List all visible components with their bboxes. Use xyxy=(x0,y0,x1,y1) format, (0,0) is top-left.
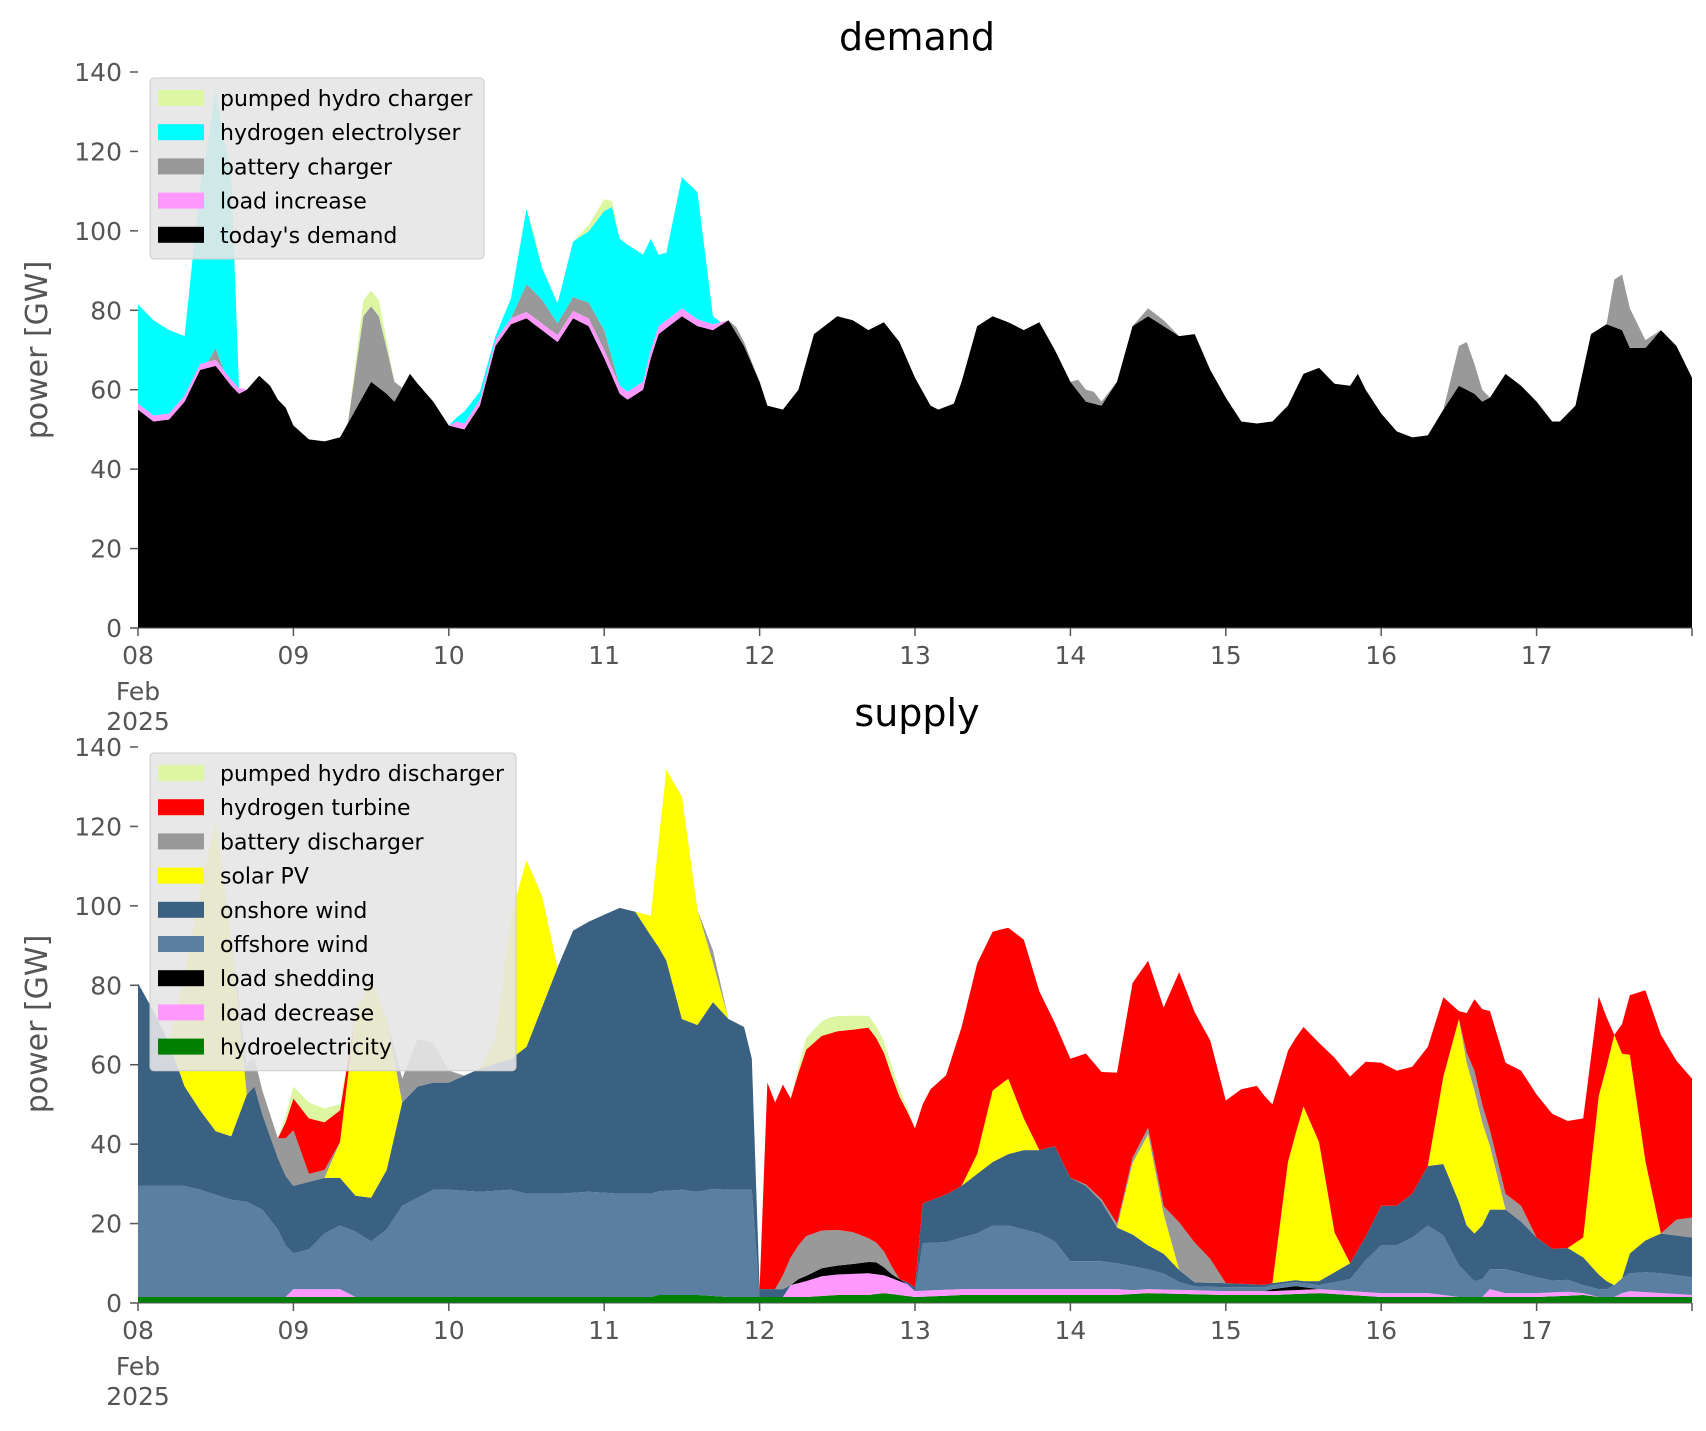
x-tick-label: 14 xyxy=(1054,641,1086,670)
y-tick-label: 100 xyxy=(74,217,122,246)
legend-swatch-hydrogen-turbine xyxy=(158,799,204,816)
legend-swatch-hydrogen-electrolyser xyxy=(158,124,204,141)
supply-legend: pumped hydro discharger hydrogen turbine b… xyxy=(149,752,517,1072)
supply-title: supply xyxy=(854,691,979,735)
y-tick-label: 0 xyxy=(106,614,122,643)
x-tick-label: 16 xyxy=(1365,1316,1397,1345)
legend-label-offshore-wind: offshore wind xyxy=(220,933,369,958)
legend-label-hydrogen-electrolyser: hydrogen electrolyser xyxy=(220,121,461,146)
demand-areas xyxy=(138,89,1692,628)
x-tick-label: 08 xyxy=(122,1316,154,1345)
area-solar-pv xyxy=(138,769,1692,1290)
legend-label-battery-charger: battery charger xyxy=(220,155,393,180)
demand-legend: pumped hydro charger hydrogen electrolyse… xyxy=(149,77,485,260)
x-tick-label: 17 xyxy=(1521,641,1553,670)
x-tick-label: 13 xyxy=(899,1316,931,1345)
x-tick-label: 09 xyxy=(277,1316,309,1345)
demand-y-axis-label: power [GW] xyxy=(20,261,55,440)
legend-swatch-battery-charger xyxy=(158,158,204,175)
legend-swatch-load-increase xyxy=(158,192,204,209)
x-tick-label: 12 xyxy=(744,1316,776,1345)
legend-swatch-hydroelectricity xyxy=(158,1038,204,1055)
supply-areas xyxy=(138,769,1692,1303)
supply-chart: supply power [GW] 0 20 40 60 80 100 120 140 08 Fe… xyxy=(20,691,1693,1411)
legend-swatch-load-decrease xyxy=(158,1004,204,1021)
legend-label-hydrogen-turbine: hydrogen turbine xyxy=(220,796,411,821)
x-tick-sublabel: Feb xyxy=(116,1352,160,1381)
legend-swatch-offshore-wind xyxy=(158,936,204,952)
y-tick-label: 60 xyxy=(90,376,122,405)
legend-swatch-pumped-hydro-discharger xyxy=(158,765,204,781)
x-tick-label: 15 xyxy=(1210,1316,1242,1345)
legend-box xyxy=(149,77,485,260)
x-tick-label: 17 xyxy=(1521,1316,1553,1345)
legend-label-pumped-hydro-discharger: pumped hydro discharger xyxy=(220,762,505,787)
x-tick-label: 15 xyxy=(1210,641,1242,670)
y-tick-label: 60 xyxy=(90,1051,122,1080)
legend-swatch-onshore-wind xyxy=(158,901,204,918)
x-tick-label: 14 xyxy=(1054,1316,1086,1345)
legend-label-solar-pv: solar PV xyxy=(220,865,309,890)
legend-box xyxy=(149,752,517,1072)
area-offshore-wind xyxy=(138,1185,1692,1298)
y-tick-label: 80 xyxy=(90,971,122,1000)
y-tick-label: 40 xyxy=(90,1130,122,1159)
y-tick-label: 20 xyxy=(90,1210,122,1239)
area-hydrogen-turbine xyxy=(138,769,1692,1290)
y-tick-label: 140 xyxy=(74,733,122,762)
x-tick-sublabel: Feb xyxy=(116,677,160,706)
y-tick-label: 40 xyxy=(90,455,122,484)
legend-label-battery-discharger: battery discharger xyxy=(220,830,425,855)
y-tick-label: 100 xyxy=(74,892,122,921)
y-tick-label: 0 xyxy=(106,1289,122,1318)
area-today-s-demand xyxy=(138,316,1692,628)
x-tick-label: 09 xyxy=(277,641,309,670)
legend-label-today-s-demand: today's demand xyxy=(220,224,397,249)
legend-label-hydroelectricity: hydroelectricity xyxy=(220,1036,392,1061)
legend-swatch-solar-pv xyxy=(158,867,204,884)
legend-label-load-increase: load increase xyxy=(220,190,367,215)
area-load-shedding xyxy=(138,1261,1692,1298)
x-tick-label: 10 xyxy=(433,1316,465,1345)
x-tick-label: 16 xyxy=(1365,641,1397,670)
y-tick-label: 120 xyxy=(74,137,122,166)
legend-label-pumped-hydro-charger: pumped hydro charger xyxy=(220,87,473,112)
y-tick-label: 140 xyxy=(74,58,122,87)
y-tick-label: 120 xyxy=(74,812,122,841)
legend-label-load-shedding: load shedding xyxy=(220,967,375,992)
x-tick-label: 10 xyxy=(433,641,465,670)
legend-swatch-battery-discharger xyxy=(158,833,204,850)
x-tick-sublabel: 2025 xyxy=(106,707,170,736)
x-tick-label: 08 xyxy=(122,641,154,670)
legend-swatch-today-s-demand xyxy=(158,226,204,243)
supply-y-axis-label: power [GW] xyxy=(20,935,55,1114)
demand-chart: demand power [GW] 0 20 40 60 80 100 120 140 08 Fe… xyxy=(20,15,1693,736)
y-tick-label: 80 xyxy=(90,296,122,325)
legend-swatch-pumped-hydro-charger xyxy=(158,90,204,106)
legend-label-onshore-wind: onshore wind xyxy=(220,899,367,924)
area-hydroelectricity xyxy=(138,1293,1692,1303)
demand-title: demand xyxy=(839,15,995,59)
x-tick-label: 11 xyxy=(588,1316,620,1345)
x-tick-sublabel: 2025 xyxy=(106,1382,170,1411)
x-tick-label: 11 xyxy=(588,641,620,670)
legend-swatch-load-shedding xyxy=(158,970,204,987)
area-load-decrease xyxy=(138,1273,1692,1298)
y-tick-label: 20 xyxy=(90,535,122,564)
area-onshore-wind xyxy=(138,907,1692,1298)
x-tick-label: 13 xyxy=(899,641,931,670)
x-tick-label: 12 xyxy=(744,641,776,670)
legend-label-load-decrease: load decrease xyxy=(220,1001,374,1026)
